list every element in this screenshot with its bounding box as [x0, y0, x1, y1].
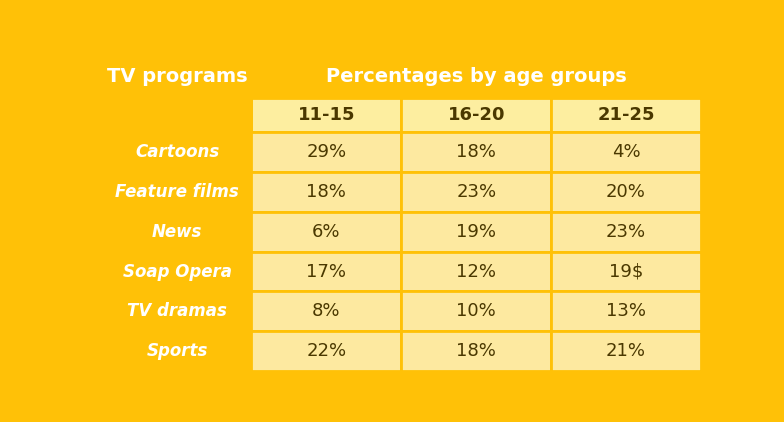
- Text: 10%: 10%: [456, 302, 496, 320]
- Text: 19%: 19%: [456, 223, 496, 241]
- Bar: [401, 212, 551, 252]
- Text: 21%: 21%: [606, 342, 646, 360]
- Bar: [252, 331, 401, 371]
- Bar: [401, 172, 551, 212]
- Text: 22%: 22%: [307, 342, 347, 360]
- Bar: [103, 331, 252, 371]
- Text: 20%: 20%: [606, 183, 646, 201]
- Bar: [252, 55, 701, 97]
- Bar: [551, 132, 701, 172]
- Text: 16-20: 16-20: [448, 106, 505, 124]
- Bar: [401, 252, 551, 292]
- Text: 18%: 18%: [456, 143, 496, 161]
- Text: 4%: 4%: [612, 143, 641, 161]
- Bar: [401, 331, 551, 371]
- Text: 18%: 18%: [456, 342, 496, 360]
- Text: 23%: 23%: [456, 183, 496, 201]
- Text: 11-15: 11-15: [298, 106, 355, 124]
- Bar: [252, 212, 401, 252]
- Bar: [551, 172, 701, 212]
- Bar: [103, 172, 252, 212]
- Text: TV dramas: TV dramas: [127, 302, 227, 320]
- Bar: [252, 252, 401, 292]
- Bar: [103, 97, 252, 132]
- Bar: [252, 97, 401, 132]
- Bar: [252, 172, 401, 212]
- Text: 17%: 17%: [307, 262, 347, 281]
- Bar: [401, 97, 551, 132]
- Bar: [103, 252, 252, 292]
- Bar: [551, 97, 701, 132]
- Bar: [103, 132, 252, 172]
- Bar: [551, 212, 701, 252]
- Text: News: News: [152, 223, 202, 241]
- Text: 13%: 13%: [606, 302, 646, 320]
- Bar: [551, 292, 701, 331]
- Text: 19$: 19$: [609, 262, 643, 281]
- Text: 18%: 18%: [307, 183, 347, 201]
- Bar: [551, 252, 701, 292]
- Text: Percentages by age groups: Percentages by age groups: [326, 67, 626, 86]
- Text: TV programs: TV programs: [107, 67, 248, 86]
- Text: 6%: 6%: [312, 223, 340, 241]
- Text: Soap Opera: Soap Opera: [122, 262, 231, 281]
- Bar: [252, 132, 401, 172]
- Bar: [401, 132, 551, 172]
- Bar: [401, 292, 551, 331]
- Text: Cartoons: Cartoons: [135, 143, 220, 161]
- Bar: [103, 292, 252, 331]
- Text: Sports: Sports: [147, 342, 208, 360]
- Bar: [103, 55, 252, 97]
- Text: 29%: 29%: [307, 143, 347, 161]
- Text: Feature films: Feature films: [115, 183, 239, 201]
- Bar: [252, 292, 401, 331]
- Text: 8%: 8%: [312, 302, 340, 320]
- Text: 21-25: 21-25: [597, 106, 655, 124]
- Text: 12%: 12%: [456, 262, 496, 281]
- Bar: [551, 331, 701, 371]
- Bar: [103, 212, 252, 252]
- Text: 23%: 23%: [606, 223, 646, 241]
